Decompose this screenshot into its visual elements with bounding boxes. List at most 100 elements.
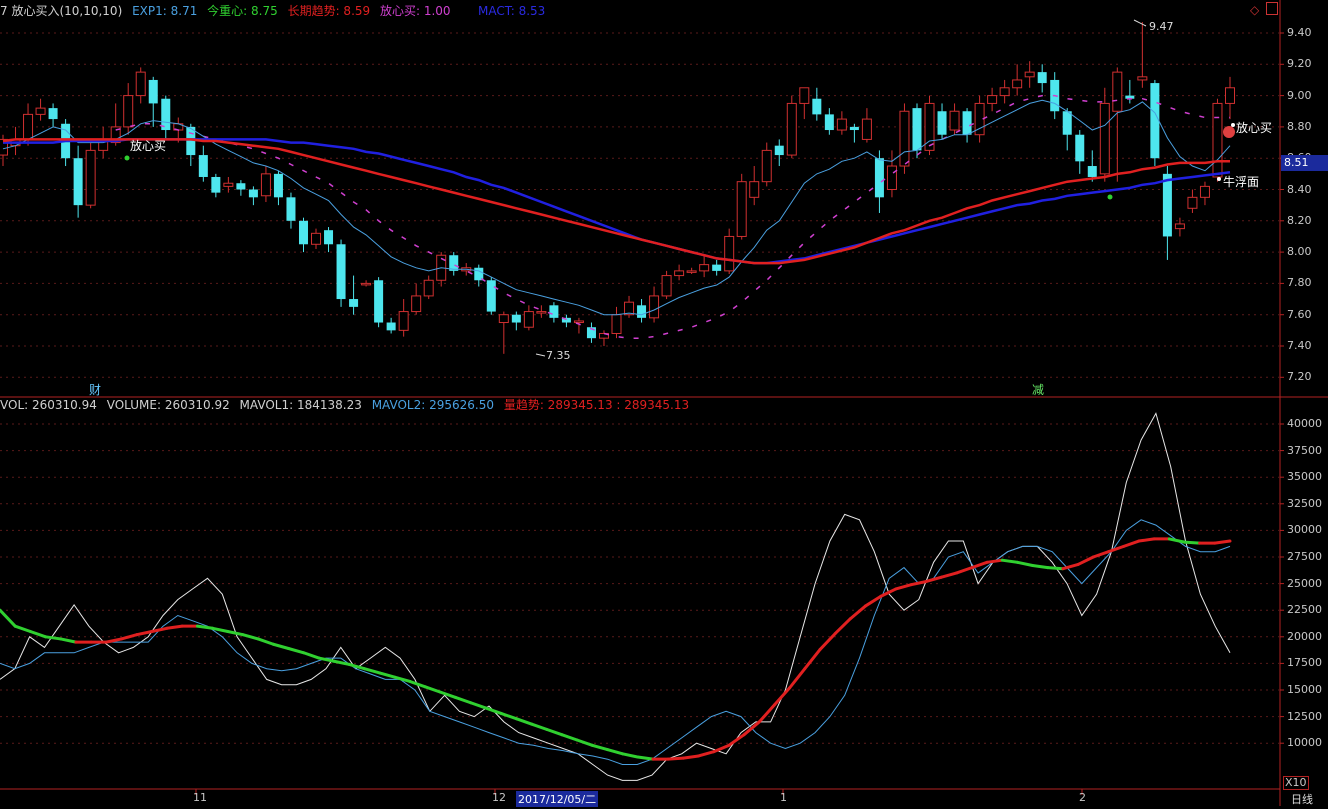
price-tick-label: 8.80 [1287, 119, 1312, 133]
candle-body [999, 87, 1010, 97]
candle-body [1212, 102, 1223, 178]
vol-trend-segment [666, 756, 685, 761]
candle-body [912, 108, 922, 151]
candle-body [85, 149, 96, 206]
price-tick-label: 8.20 [1287, 213, 1312, 227]
vol-trend-segment [697, 750, 716, 758]
buy-dot-mid [1107, 194, 1113, 200]
candle-body [311, 232, 322, 245]
price-tick-label: 7.80 [1287, 276, 1312, 290]
candle-body [1187, 196, 1198, 209]
price-tick-label: 7.20 [1287, 370, 1312, 384]
candle-body [937, 111, 947, 135]
candle-body [536, 311, 547, 314]
candle-body [724, 235, 735, 272]
reduce-marker[interactable]: 减 [1032, 383, 1045, 397]
exp1-value: EXP1: 8.71 [132, 4, 198, 18]
candle-body [161, 98, 171, 131]
candle-body [886, 165, 897, 190]
candle-body [987, 95, 998, 104]
candle-body [361, 282, 372, 286]
vol-trend-segment [59, 637, 78, 644]
long-blue-line [3, 138, 1231, 265]
vol-trend-segment [438, 690, 458, 699]
niu-fu-mian-label: 牛浮面 [1223, 175, 1260, 189]
candle-body [836, 118, 847, 131]
vol-trend-segment [788, 667, 807, 690]
vol-trend-segment [119, 633, 139, 641]
buy-ball-icon [1223, 126, 1235, 138]
diamond-icon[interactable]: ◇ [1250, 3, 1260, 17]
vol-trend-segment [848, 604, 868, 621]
niu-dot [1217, 177, 1221, 181]
finance-marker[interactable]: 财 [89, 383, 102, 397]
volume-tick-label: 27500 [1287, 550, 1322, 563]
vol-trend-segment [347, 662, 366, 671]
volume-tick-label: 20000 [1287, 629, 1322, 643]
window-box-icon[interactable] [1266, 2, 1278, 15]
buy-signal-value: 放心买: 1.00 [379, 4, 451, 18]
volume-tick-label: 10000 [1287, 736, 1322, 750]
price-tick-label: 8.40 [1287, 182, 1312, 196]
candle-body [273, 173, 283, 198]
vol-trend-segment [681, 754, 701, 760]
volume-tick-label: 15000 [1287, 683, 1322, 696]
vol-trend-segment [393, 675, 412, 683]
candle-body [949, 110, 960, 131]
vol-trend-segment [560, 733, 579, 742]
date-nov: 11 [193, 791, 207, 804]
vol-trend-segment [13, 624, 32, 633]
vol-trend-segment [1122, 539, 1141, 548]
vol-trend-segment [909, 579, 928, 587]
price-tick-label: 9.40 [1287, 26, 1312, 39]
candle-body [786, 102, 797, 156]
candle-body [712, 264, 722, 271]
vol-trend-segment [211, 626, 230, 633]
candle-body [35, 107, 46, 115]
candle-body [123, 95, 134, 128]
candle-body [511, 314, 521, 323]
low-price-label: 7.35 [546, 349, 571, 362]
cursor-date: 2017/12/05/二 [516, 791, 599, 807]
vol-trend-segment [939, 571, 959, 579]
candle-body [286, 197, 296, 221]
candle-body [223, 182, 234, 187]
candle-body [749, 181, 760, 198]
volume-tick-label: 40000 [1287, 417, 1322, 430]
candle-body [549, 305, 559, 318]
price-tick-label: 7.60 [1287, 307, 1312, 321]
vol-trend-segment [332, 659, 351, 666]
candle-body [73, 158, 83, 206]
candle-body [260, 173, 271, 197]
candle-body [198, 155, 208, 177]
candle-body [523, 311, 534, 328]
vol-trend-segment [894, 583, 913, 591]
vol-trend-segment [1015, 560, 1035, 568]
candle-body [899, 110, 910, 167]
price-tick-label: 9.20 [1287, 57, 1312, 71]
vol-trend-segment [712, 743, 731, 754]
vol-trend-segment [1137, 537, 1156, 543]
candle-body [374, 280, 384, 323]
vol-trend-segment [1182, 540, 1202, 545]
period-label[interactable]: 日线 [1291, 793, 1313, 806]
candle-body [699, 264, 710, 272]
candle-body [774, 145, 784, 156]
vol-trend-segment [833, 617, 852, 636]
vol-trend-segment [1076, 555, 1095, 566]
zoom-label[interactable]: X10 [1283, 776, 1309, 790]
candle-body [474, 267, 484, 281]
candle-body [1062, 111, 1072, 135]
price-tick-label: 9.00 [1287, 88, 1312, 102]
vol-trend-segment [575, 738, 594, 747]
vol-trend-segment [529, 722, 549, 731]
vol-trend-segment [590, 743, 609, 752]
vol-trend-segment [1000, 558, 1019, 564]
candle-body [148, 79, 158, 104]
vol-trend-segment [1061, 562, 1080, 571]
vol-trend-segment [1091, 550, 1111, 559]
current-price-tag: 8.51 [1281, 155, 1328, 171]
vol-trend-segment [423, 685, 442, 694]
